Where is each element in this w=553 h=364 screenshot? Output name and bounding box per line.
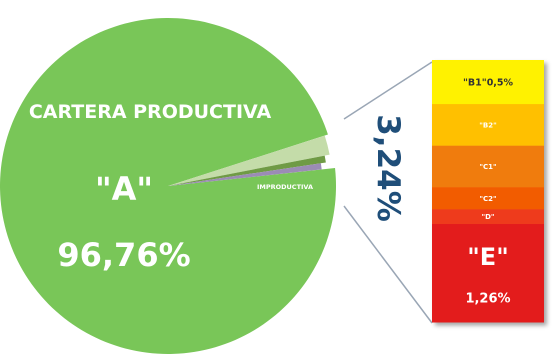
breakdown-segment — [432, 209, 544, 225]
breakdown-segment — [432, 104, 544, 147]
pie-slice-dark — [168, 155, 326, 186]
breakdown-segment — [432, 187, 544, 210]
pie-label-grade: "A" — [95, 170, 153, 208]
breakdown-bar — [432, 60, 544, 323]
breakdown-total-label: 3,24% — [370, 114, 406, 222]
connector-line-bottom — [343, 205, 433, 324]
breakdown-segment-label: "E" — [467, 243, 508, 271]
pie-label-cartera: CARTERA PRODUCTIVA — [29, 101, 272, 123]
breakdown-segment-label: "D" — [481, 213, 494, 221]
connector-lines — [343, 61, 433, 324]
breakdown-segment — [432, 224, 544, 323]
breakdown-segment-sublabel: 1,26% — [465, 291, 510, 306]
pie-slice-cartera-productiva — [0, 18, 337, 355]
breakdown-segment-label: "B2" — [479, 121, 497, 129]
pie-label-improductiva: IMPRODUCTIVA — [257, 183, 313, 191]
breakdown-segment-label: "B1"0,5% — [463, 77, 514, 88]
breakdown-segment — [432, 145, 544, 188]
connector-line-top — [343, 61, 433, 120]
pie-slice-light — [168, 135, 330, 186]
pie-slice-improductiva — [168, 163, 322, 186]
main-pie — [0, 18, 337, 355]
breakdown-labels: "B1"0,5% "B2" "C1" "C2" "D" "E" 1,26% — [463, 77, 514, 306]
breakdown-segment-label: "C2" — [479, 195, 496, 203]
breakdown-segment-label: "C1" — [479, 163, 496, 171]
pie-label-percent: 96,76% — [57, 236, 190, 274]
breakdown-segment — [432, 60, 544, 105]
